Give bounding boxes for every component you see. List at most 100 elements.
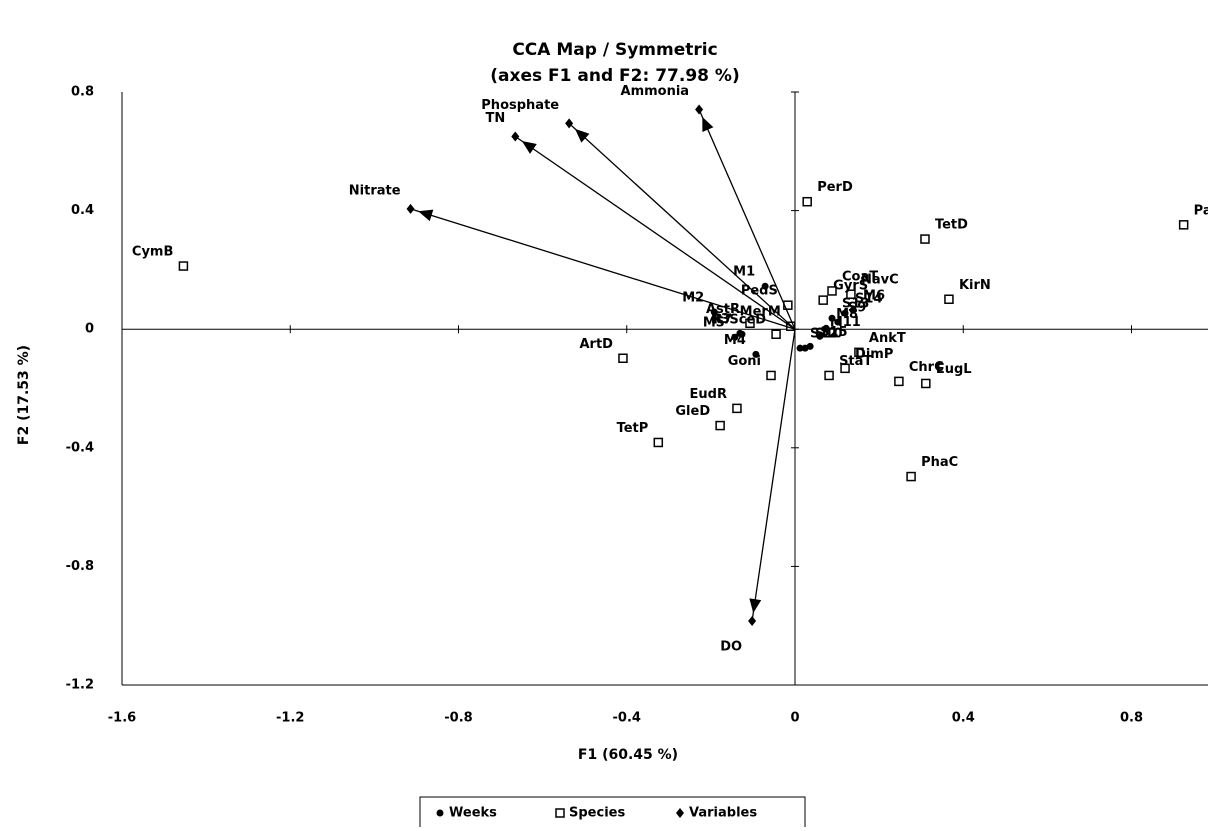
week-point <box>752 350 760 358</box>
week-point <box>849 306 857 314</box>
species-point <box>618 353 628 364</box>
vector-arrow <box>698 109 796 330</box>
point-label: TetP <box>617 421 649 436</box>
week-point <box>841 309 849 317</box>
species-point <box>827 286 837 296</box>
week-point <box>834 318 842 326</box>
point-label: R7 <box>713 313 732 328</box>
point-label: Ammonia <box>621 84 690 99</box>
point-label: AnkT <box>869 331 906 346</box>
arrow-head <box>749 598 762 614</box>
point-label: M5 <box>703 316 725 331</box>
species-point <box>802 196 812 207</box>
point-label: DimP <box>855 347 893 362</box>
point-label: NavC <box>861 273 899 288</box>
x-tick-label: -1.6 <box>108 711 136 726</box>
species-point <box>732 403 742 414</box>
x-tick-label: 0.4 <box>952 711 975 726</box>
week-point <box>796 344 804 352</box>
y-tick-label: -0.4 <box>66 440 94 455</box>
point-label: CymB <box>132 245 173 260</box>
week-point <box>738 330 746 338</box>
arrow-head <box>575 128 590 143</box>
y-tick-label: -1.2 <box>66 678 94 693</box>
vector-arrow <box>410 208 796 330</box>
species-point <box>766 370 776 381</box>
y-tick-label: 0.8 <box>71 85 94 100</box>
chart-subtitle: (axes F1 and F2: 77.98 %) <box>490 66 739 86</box>
species-point <box>745 318 755 329</box>
point-label: TN <box>486 111 506 126</box>
legend-marker <box>555 808 565 818</box>
point-label: SceD <box>729 313 766 328</box>
species-point <box>178 261 189 271</box>
point-label: R3 <box>711 312 730 327</box>
arrow-head <box>521 141 537 154</box>
vector-arrow <box>751 329 796 622</box>
point-label: PacC <box>1194 203 1208 218</box>
x-tick-label: -0.8 <box>444 711 472 726</box>
point-label: KirN <box>959 278 991 293</box>
species-point <box>906 471 916 482</box>
week-point <box>761 282 769 290</box>
species-point <box>944 294 954 305</box>
week-point <box>822 324 830 332</box>
y-axis-title: F2 (17.53 %) <box>16 345 32 445</box>
point-label: S13 <box>842 297 869 312</box>
species-point <box>818 295 828 305</box>
species-point <box>894 376 904 387</box>
variable-point <box>511 131 520 142</box>
point-label: ChrC <box>909 360 944 375</box>
point-label: TetD <box>935 218 968 233</box>
point-label: Nitrate <box>349 183 401 198</box>
point-label: GyrS <box>833 279 868 294</box>
week-point <box>828 314 836 322</box>
point-label: PerD <box>817 180 853 195</box>
y-tick-label: 0.4 <box>71 203 94 218</box>
point-label: EugL <box>936 362 972 377</box>
legend-marker <box>436 809 444 817</box>
chart-title: CCA Map / Symmetric <box>512 40 717 60</box>
point-label: M6 <box>863 289 885 304</box>
point-label: M1 <box>733 265 755 280</box>
vector-arrow <box>568 122 796 330</box>
species-point <box>920 234 930 244</box>
vector-arrow <box>514 135 796 330</box>
arrow-head <box>418 209 434 222</box>
point-label: GleD <box>675 404 710 419</box>
species-point <box>653 437 664 448</box>
species-point <box>715 420 725 431</box>
point-label: MerM <box>740 305 781 320</box>
y-tick-label: -0.8 <box>66 559 94 574</box>
legend-label: Variables <box>689 806 757 821</box>
variable-point <box>748 615 757 626</box>
week-point <box>731 333 739 341</box>
x-tick-label: -0.4 <box>613 711 641 726</box>
species-point <box>921 378 931 389</box>
point-label: S9 <box>848 301 866 316</box>
point-label: M4 <box>724 333 746 348</box>
point-label: M11 <box>830 315 861 330</box>
point-label: S15 <box>820 325 847 340</box>
week-point <box>816 332 824 340</box>
x-tick-label: 0.8 <box>1120 711 1143 726</box>
species-point <box>840 363 850 374</box>
variable-point <box>695 104 704 115</box>
point-label: CoaT <box>842 269 878 284</box>
x-tick-label: -1.2 <box>276 711 304 726</box>
point-label: AstR <box>706 302 740 317</box>
x-tick-label: 0 <box>790 711 799 726</box>
week-point <box>710 308 718 316</box>
point-label: ArtD <box>579 337 613 352</box>
legend-marker <box>676 808 684 818</box>
species-point <box>846 289 856 299</box>
species-point <box>854 347 864 358</box>
species-point <box>1178 220 1189 230</box>
legend-label: Species <box>569 806 625 821</box>
point-label: Goni <box>728 354 761 369</box>
y-tick-label: 0 <box>85 322 94 337</box>
variable-point <box>565 118 574 129</box>
x-axis-title: F1 (60.45 %) <box>578 747 678 763</box>
